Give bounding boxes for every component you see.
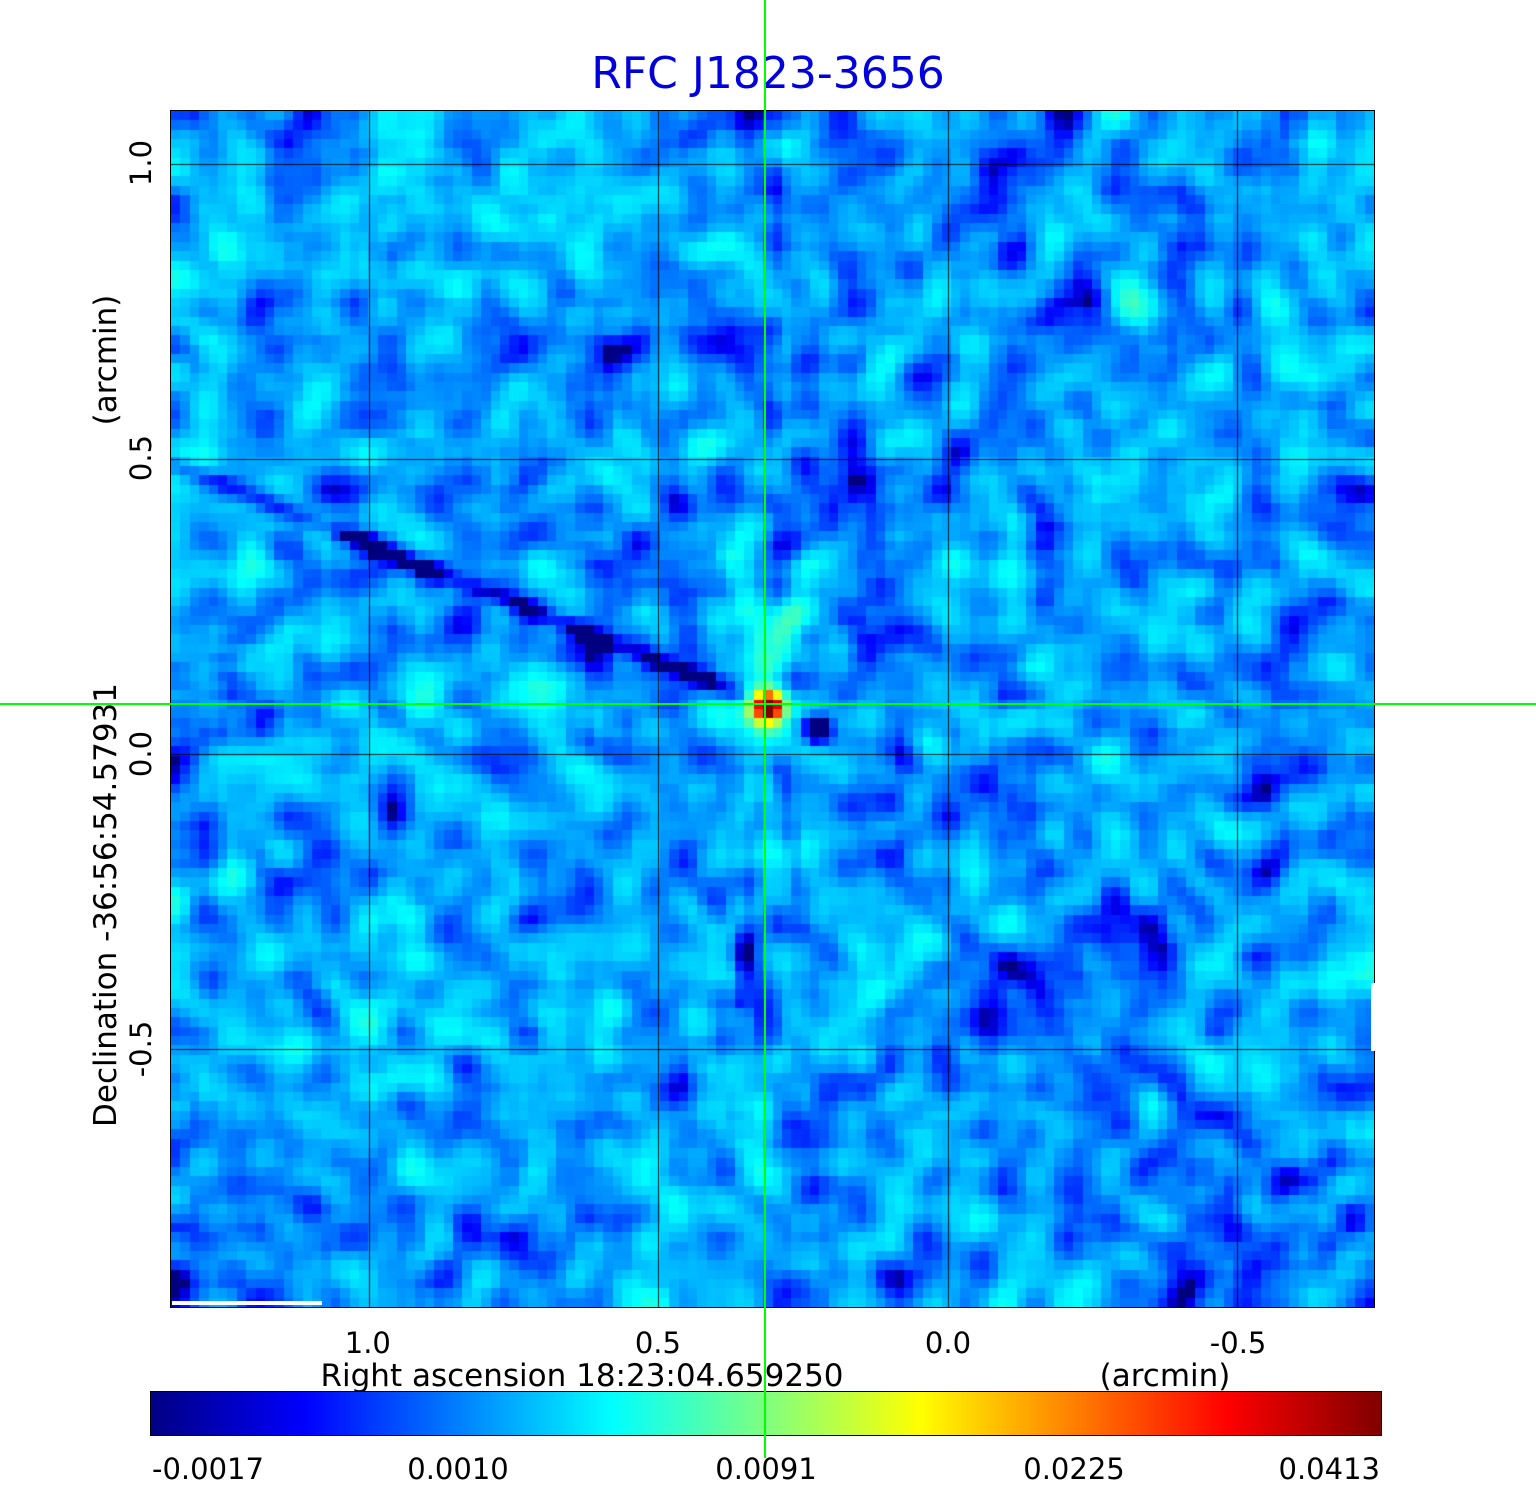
x-tick-label: 0.0 <box>924 1326 972 1360</box>
y-tick-label: -0.5 <box>124 1020 158 1078</box>
colorbar-tick-label: 0.0225 <box>1023 1452 1125 1486</box>
render-artifact <box>172 1301 322 1305</box>
y-axis-label: Declination -36:56:54.57931 <box>88 683 124 1127</box>
y-tick-label: 1.0 <box>124 139 158 186</box>
render-artifact <box>1371 983 1375 1051</box>
x-tick-label: -0.5 <box>1209 1326 1267 1360</box>
crosshair-horizontal-line <box>0 702 1536 705</box>
colorbar-tick-label: 0.0413 <box>1278 1452 1380 1486</box>
colorbar-tick-label: 0.0010 <box>407 1452 509 1486</box>
crosshair-vertical-line <box>764 0 767 1458</box>
figure-title: RFC J1823-3656 <box>591 48 945 99</box>
x-tick-label: 1.0 <box>344 1326 391 1360</box>
y-axis-unit: (arcmin) <box>88 294 124 426</box>
x-axis-label: Right ascension 18:23:04.659250 <box>320 1358 844 1394</box>
heatmap-canvas <box>171 111 1374 1307</box>
colorbar-tick-label: -0.0017 <box>152 1452 264 1486</box>
y-tick-label: 0.5 <box>124 435 158 482</box>
y-tick-label: 0.0 <box>124 730 158 777</box>
x-axis-unit: (arcmin) <box>1099 1358 1231 1394</box>
x-tick-label: 0.5 <box>634 1326 681 1360</box>
sky-image-panel <box>170 110 1375 1308</box>
